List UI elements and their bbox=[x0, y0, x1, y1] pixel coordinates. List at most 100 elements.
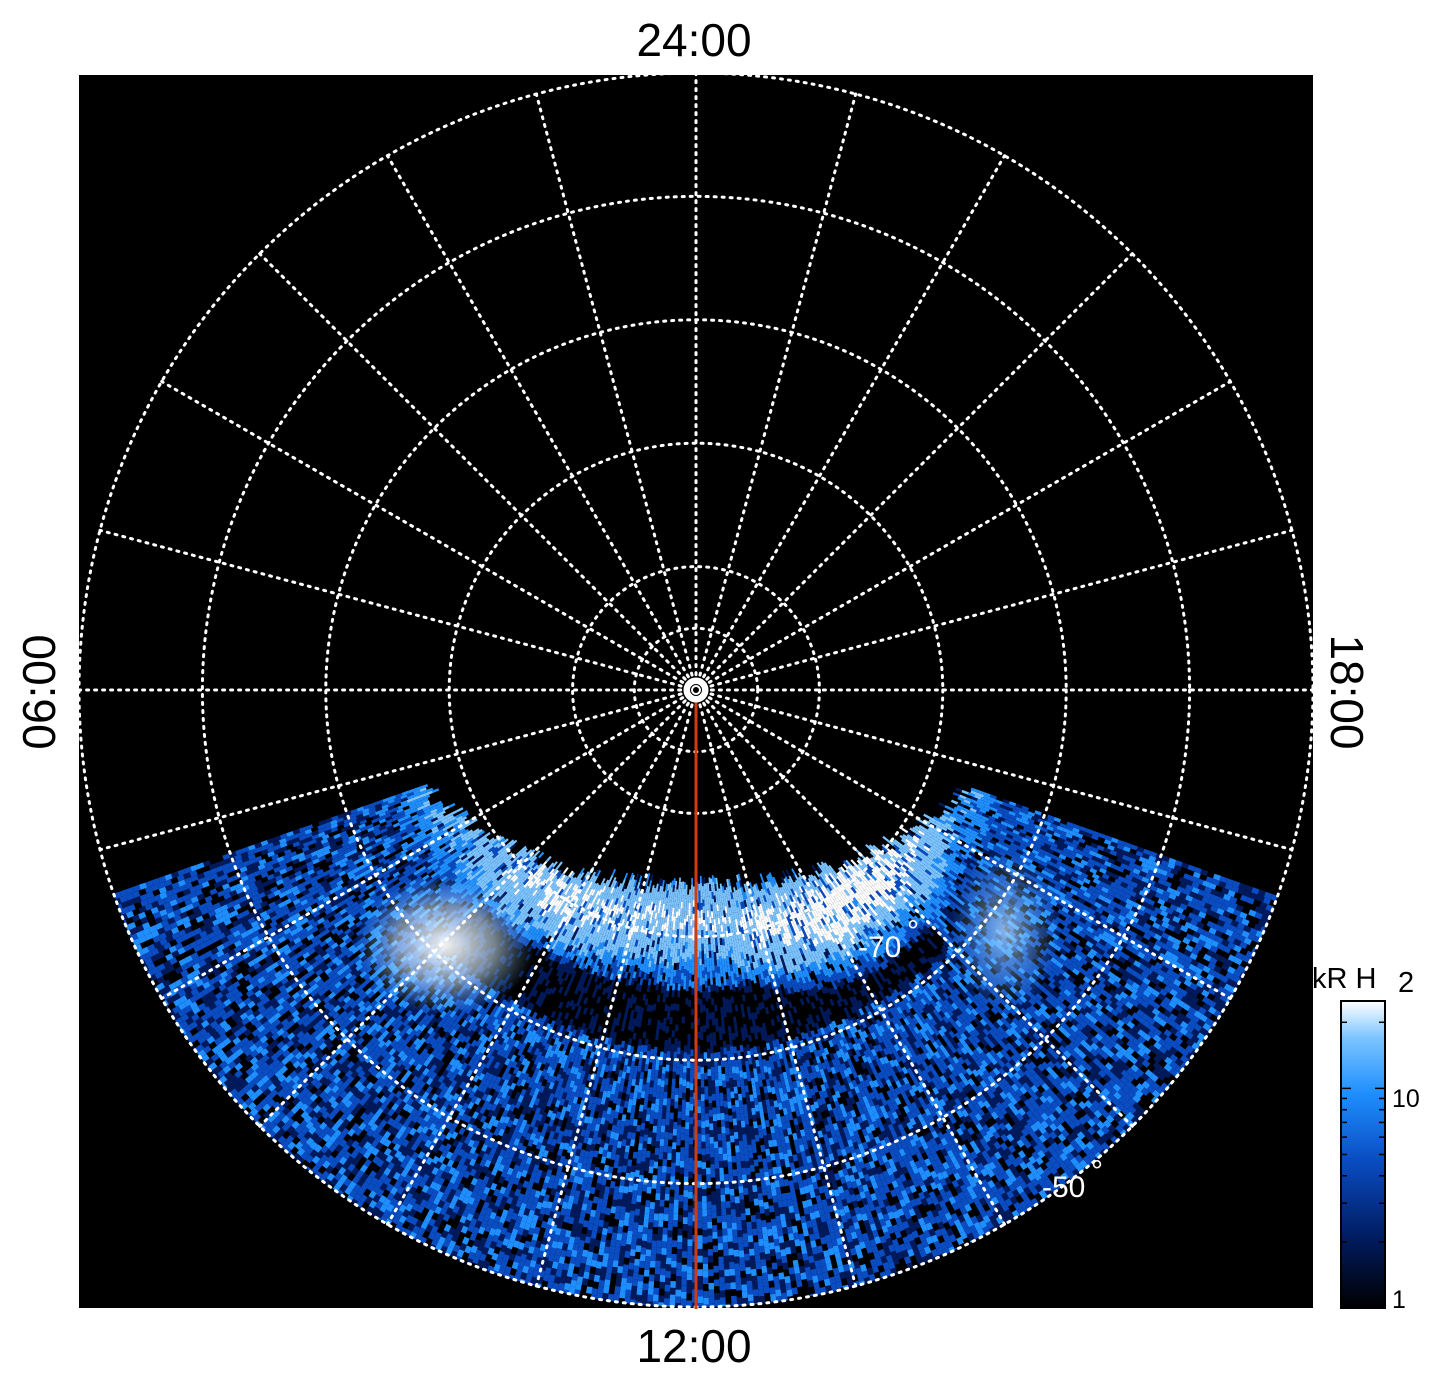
emission-cell bbox=[1239, 911, 1248, 920]
emission-cell bbox=[1101, 855, 1110, 862]
emission-cell bbox=[1122, 846, 1131, 853]
emission-cell bbox=[1044, 839, 1052, 846]
emission-cell bbox=[1179, 881, 1188, 889]
emission-cell bbox=[1003, 828, 1011, 835]
emission-cell bbox=[1068, 854, 1076, 861]
emission-cell bbox=[1251, 887, 1260, 895]
emission-cell bbox=[984, 820, 993, 826]
emission-cell bbox=[1248, 903, 1257, 912]
emission-cell bbox=[1072, 827, 1080, 834]
emission-cell bbox=[963, 804, 971, 811]
emission-cell bbox=[962, 807, 971, 813]
emission-cell bbox=[1095, 870, 1104, 878]
emission-cell bbox=[1059, 822, 1067, 829]
emission-cell bbox=[1259, 901, 1268, 910]
emission-cell bbox=[956, 804, 964, 811]
emission-cell bbox=[1065, 832, 1073, 839]
emission-cell bbox=[1088, 837, 1096, 844]
emission-cell bbox=[1167, 897, 1176, 905]
emission-cell bbox=[977, 802, 986, 808]
emission-cell bbox=[1202, 880, 1211, 888]
emission-cell bbox=[1168, 857, 1177, 865]
emission-cell bbox=[1123, 878, 1132, 886]
emission-cell bbox=[976, 798, 985, 804]
emission-cell bbox=[1176, 886, 1185, 894]
emission-cell bbox=[1002, 808, 1010, 814]
emission-cell bbox=[987, 818, 996, 824]
emission-cell bbox=[1169, 904, 1178, 912]
emission-cell bbox=[1211, 911, 1221, 920]
emission-cell bbox=[1249, 927, 1258, 936]
emission-cell bbox=[1229, 896, 1238, 904]
emission-cell bbox=[1057, 837, 1066, 844]
emission-cell bbox=[970, 790, 978, 796]
emission-cell bbox=[1065, 825, 1074, 831]
emission-cell bbox=[1070, 842, 1078, 849]
emission-cell bbox=[1008, 804, 1016, 810]
emission-cell bbox=[1069, 830, 1077, 837]
emission-cell bbox=[1216, 891, 1225, 899]
emission-cell bbox=[1091, 855, 1100, 862]
emission-cell bbox=[1225, 878, 1234, 886]
emission-cell bbox=[1236, 922, 1246, 931]
emission-cell bbox=[1250, 892, 1259, 901]
emission-cell bbox=[1149, 851, 1158, 858]
emission-cell bbox=[1154, 892, 1163, 900]
emission-cell bbox=[1093, 861, 1102, 868]
emission-cell bbox=[1081, 855, 1090, 862]
emission-cell bbox=[1147, 864, 1156, 872]
emission-cell bbox=[1203, 902, 1212, 910]
emission-cell bbox=[1066, 821, 1074, 828]
emission-cell bbox=[1246, 897, 1255, 905]
emission-cell bbox=[1064, 856, 1073, 863]
emission-cell bbox=[1095, 852, 1103, 860]
emission-cell bbox=[1157, 898, 1166, 906]
emission-cell bbox=[977, 789, 985, 795]
emission-cell bbox=[1083, 865, 1092, 872]
emission-cell bbox=[1008, 801, 1017, 807]
emission-cell bbox=[1122, 868, 1131, 876]
emission-cell bbox=[1061, 851, 1070, 858]
emission-cell bbox=[1183, 873, 1192, 881]
emission-cell bbox=[1028, 808, 1036, 814]
emission-cell bbox=[1178, 892, 1187, 900]
emission-cell bbox=[1012, 808, 1020, 815]
emission-cell bbox=[1077, 862, 1085, 869]
emission-cell bbox=[1051, 835, 1059, 841]
emission-cell bbox=[978, 817, 986, 824]
emission-cell bbox=[1091, 830, 1100, 837]
emission-cell bbox=[1151, 895, 1160, 903]
emission-cell bbox=[1015, 834, 1023, 841]
emission-cell bbox=[1210, 905, 1219, 913]
emission-cell bbox=[1046, 848, 1054, 855]
emission-cell bbox=[1260, 914, 1270, 923]
emission-cell bbox=[1029, 829, 1037, 836]
emission-cell bbox=[1071, 859, 1079, 866]
emission-cell bbox=[1235, 927, 1244, 936]
emission-cell bbox=[1008, 810, 1016, 817]
emission-cell bbox=[1085, 853, 1093, 860]
emission-cell bbox=[1185, 905, 1194, 914]
emission-cell bbox=[1019, 822, 1028, 828]
emission-cell bbox=[999, 804, 1007, 810]
emission-cell bbox=[1138, 890, 1147, 897]
emission-cell bbox=[1002, 802, 1010, 808]
emission-cell bbox=[1110, 837, 1119, 844]
emission-cell bbox=[1117, 875, 1126, 883]
emission-cell bbox=[1191, 908, 1201, 916]
emission-cell bbox=[1142, 886, 1151, 894]
emission-cell bbox=[1189, 891, 1198, 899]
emission-cell bbox=[1138, 870, 1147, 878]
emission-cell bbox=[1164, 866, 1173, 873]
emission-cell bbox=[1216, 896, 1225, 905]
emission-cell bbox=[1130, 881, 1138, 889]
emission-cell bbox=[1135, 874, 1144, 881]
emission-cell bbox=[1210, 888, 1219, 897]
emission-cell bbox=[1136, 846, 1145, 853]
emission-cell bbox=[1120, 863, 1128, 870]
emission-cell bbox=[1016, 824, 1025, 830]
emission-cell bbox=[1056, 825, 1065, 832]
emission-cell bbox=[997, 816, 1006, 822]
emission-cell bbox=[1084, 844, 1093, 851]
emission-cell bbox=[1059, 819, 1068, 825]
